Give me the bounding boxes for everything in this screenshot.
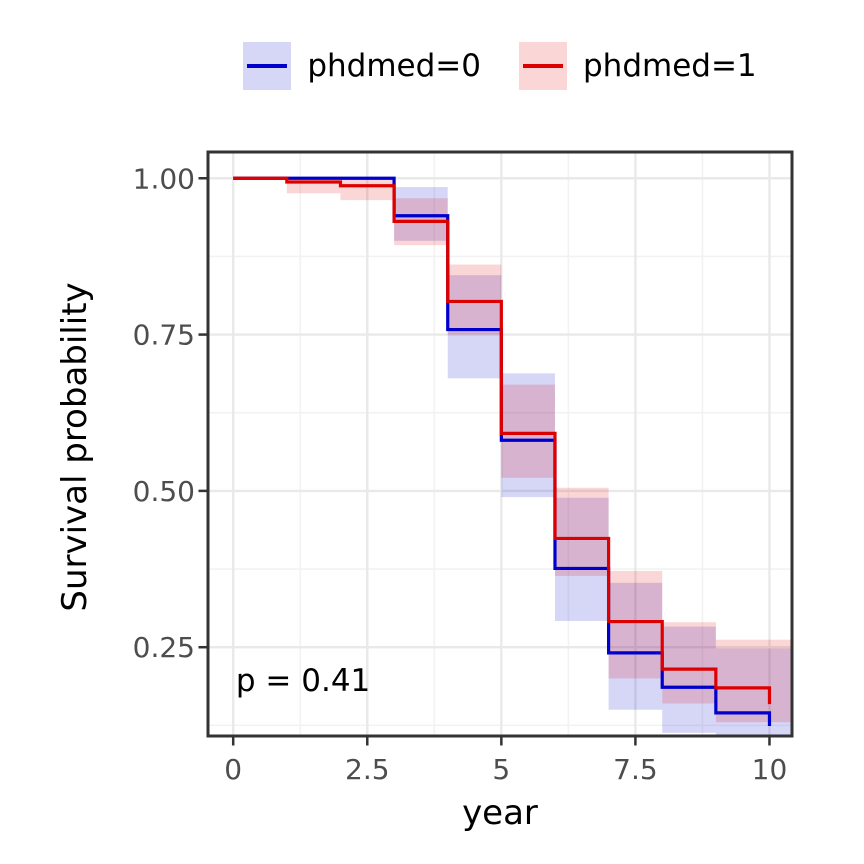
p-value-annotation: p = 0.41 <box>236 663 370 699</box>
x-tick-label: 5 <box>492 753 510 786</box>
ci-band-phdmed=0 <box>715 648 792 736</box>
ci-band-phdmed=0 <box>501 373 555 498</box>
ci-band-phdmed=0 <box>394 187 448 241</box>
ci-band-phdmed=1 <box>608 570 663 679</box>
x-axis-title: year <box>462 793 538 833</box>
legend: phdmed=0 phdmed=1 <box>136 42 864 90</box>
legend-key-swatch-phdmed-1 <box>519 42 567 90</box>
y-axis-title: Survival probability <box>55 282 95 611</box>
axis-ticks <box>198 177 771 746</box>
x-tick-label: 7.5 <box>613 753 658 786</box>
ci-band-phdmed=0 <box>447 275 502 379</box>
ci-band-phdmed=0 <box>662 626 716 733</box>
axis-tick-labels: 0 2.5 5 7.5 10 0.25 0.50 0.75 1.00 <box>133 162 788 786</box>
ci-band-phdmed=1 <box>340 178 395 201</box>
x-tick-label: 10 <box>752 753 788 786</box>
ci-band-phdmed=1 <box>554 487 609 576</box>
ci-band-phdmed=1 <box>447 264 502 335</box>
legend-label-phdmed-0: phdmed=0 <box>307 48 481 84</box>
y-tick-label: 1.00 <box>133 162 195 195</box>
ci-band-phdmed=1 <box>715 639 792 723</box>
legend-key-swatch-phdmed-0 <box>243 42 292 90</box>
legend-item-phdmed-1: phdmed=1 <box>519 42 757 90</box>
y-tick-label: 0.50 <box>133 475 195 508</box>
x-tick-label: 2.5 <box>345 753 390 786</box>
y-tick-label: 0.25 <box>133 631 195 664</box>
legend-key-line-icon <box>523 64 563 68</box>
ci-band-phdmed=0 <box>608 582 663 710</box>
confidence-bands <box>286 178 792 736</box>
ci-band-phdmed=1 <box>662 622 716 704</box>
ci-band-phdmed=0 <box>554 497 609 621</box>
survival-curve-phdmed=1 <box>233 176 772 705</box>
survival-curves <box>233 176 772 726</box>
y-tick-label: 0.75 <box>133 319 195 352</box>
panel-border <box>206 150 794 738</box>
x-tick-label: 0 <box>224 753 242 786</box>
legend-label-phdmed-1: phdmed=1 <box>583 48 757 84</box>
ci-band-phdmed=1 <box>501 384 555 478</box>
legend-key-line-icon <box>247 64 288 68</box>
legend-item-phdmed-0: phdmed=0 <box>243 42 481 90</box>
survival-curve-phdmed=0 <box>233 176 772 726</box>
